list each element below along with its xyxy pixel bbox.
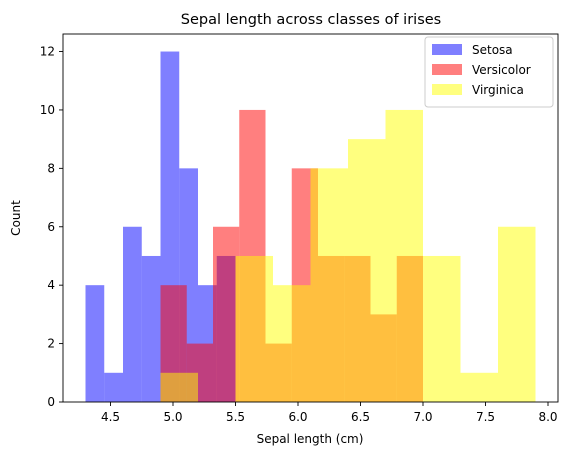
legend-label-setosa: Setosa [472,43,513,57]
legend: Setosa Versicolor Virginica [424,36,554,108]
bar-setosa-1 [104,372,123,402]
legend-swatch-virginica [432,84,462,95]
bar-virginica-2 [235,255,273,402]
y-axis: 0 2 4 6 8 10 12 [40,45,63,409]
bar-setosa-3 [141,255,161,402]
bar-virginica-5 [348,139,386,402]
bars-layer [85,51,536,403]
y-tick-label: 12 [40,45,55,59]
chart-title: Sepal length across classes of irises [181,12,441,28]
x-axis: 4.5 5.0 5.5 6.0 6.5 7.0 7.5 8.0 [101,402,558,424]
x-tick-label: 6.5 [351,410,370,424]
y-tick-label: 0 [47,395,55,409]
legend-swatch-setosa [432,44,462,55]
x-axis-label: Sepal length (cm) [257,432,364,446]
series-virginica [160,109,536,402]
x-tick-label: 6.0 [288,410,307,424]
plot-frame [62,33,559,403]
x-tick-label: 5.0 [163,410,182,424]
bar-virginica-0 [160,372,198,402]
x-tick-label: 8.0 [538,410,557,424]
bar-virginica-6 [385,109,423,402]
y-axis-label: Count [9,200,23,236]
bar-virginica-7 [423,255,461,402]
bar-setosa-0 [85,285,105,402]
bar-virginica-8 [460,372,498,402]
legend-label-versicolor: Versicolor [472,63,531,77]
y-tick-label: 8 [47,161,55,175]
bar-virginica-3 [273,285,311,402]
x-tick-label: 7.0 [413,410,432,424]
legend-label-virginica: Virginica [472,83,524,97]
y-tick-label: 4 [47,278,55,292]
y-tick-label: 10 [40,103,55,117]
y-tick-label: 6 [47,220,55,234]
x-tick-label: 7.5 [476,410,495,424]
bar-virginica-9 [498,226,536,402]
bar-setosa-2 [123,226,142,402]
bar-versicolor-2 [213,226,240,402]
legend-swatch-versicolor [432,64,462,75]
y-tick-label: 2 [47,337,55,351]
x-tick-label: 4.5 [101,410,120,424]
bar-virginica-4 [310,168,348,402]
x-tick-label: 5.5 [226,410,245,424]
